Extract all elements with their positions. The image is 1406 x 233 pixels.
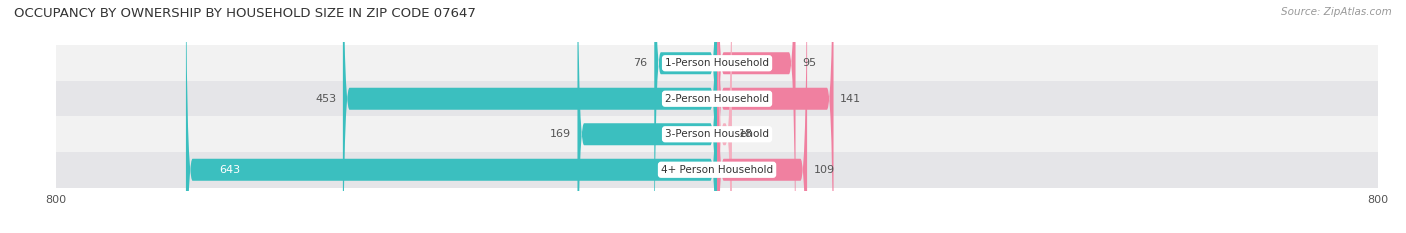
FancyBboxPatch shape: [343, 0, 717, 233]
Bar: [56, 152, 1378, 188]
FancyBboxPatch shape: [654, 0, 717, 233]
Text: 4+ Person Household: 4+ Person Household: [661, 165, 773, 175]
Text: 76: 76: [634, 58, 648, 68]
Text: 109: 109: [814, 165, 835, 175]
FancyBboxPatch shape: [717, 0, 733, 233]
Text: 141: 141: [841, 94, 862, 104]
FancyBboxPatch shape: [717, 0, 796, 233]
Bar: [56, 81, 1378, 116]
Text: 3-Person Household: 3-Person Household: [665, 129, 769, 139]
Text: OCCUPANCY BY OWNERSHIP BY HOUSEHOLD SIZE IN ZIP CODE 07647: OCCUPANCY BY OWNERSHIP BY HOUSEHOLD SIZE…: [14, 7, 477, 20]
FancyBboxPatch shape: [186, 0, 717, 233]
Text: 1-Person Household: 1-Person Household: [665, 58, 769, 68]
FancyBboxPatch shape: [717, 0, 807, 233]
Text: 18: 18: [738, 129, 752, 139]
FancyBboxPatch shape: [717, 0, 834, 233]
Text: 2-Person Household: 2-Person Household: [665, 94, 769, 104]
Text: Source: ZipAtlas.com: Source: ZipAtlas.com: [1281, 7, 1392, 17]
Bar: [56, 116, 1378, 152]
Text: 453: 453: [315, 94, 336, 104]
Text: 169: 169: [550, 129, 571, 139]
Text: 643: 643: [219, 165, 240, 175]
Bar: [56, 45, 1378, 81]
FancyBboxPatch shape: [578, 0, 717, 233]
Text: 95: 95: [803, 58, 817, 68]
